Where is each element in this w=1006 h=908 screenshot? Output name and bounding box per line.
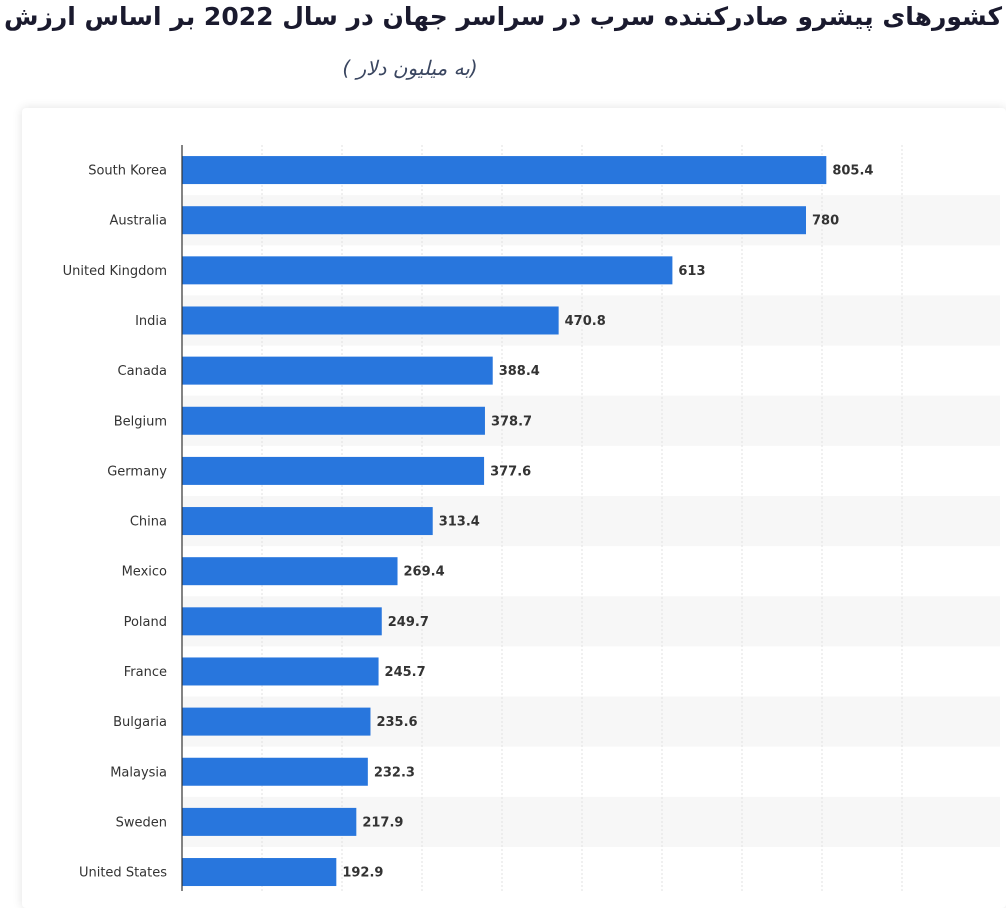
- value-label: 217.9: [362, 815, 403, 830]
- bar: [182, 206, 806, 235]
- chart-title: کشورهای پیشرو صادرکننده سرب در سراسر جها…: [3, 2, 1003, 31]
- category-label: United Kingdom: [63, 264, 167, 279]
- bar: [182, 607, 382, 636]
- value-label: 377.6: [490, 464, 531, 479]
- bar: [182, 657, 379, 686]
- bar: [182, 507, 433, 536]
- bar: [182, 858, 337, 887]
- value-label: 613: [678, 264, 705, 279]
- category-label: India: [135, 314, 167, 329]
- category-label: Mexico: [122, 565, 167, 580]
- bar: [182, 456, 485, 485]
- value-label: 313.4: [439, 515, 480, 530]
- bar: [182, 156, 827, 185]
- bar: [182, 406, 485, 435]
- category-label: Canada: [118, 364, 167, 379]
- category-label: Sweden: [116, 815, 167, 830]
- value-label: 378.7: [491, 414, 532, 429]
- bar: [182, 707, 371, 736]
- value-label: 235.6: [376, 715, 417, 730]
- value-label: 780: [812, 214, 839, 229]
- value-label: 388.4: [499, 364, 540, 379]
- bar: [182, 356, 493, 385]
- bar: [182, 557, 398, 586]
- value-label: 245.7: [385, 665, 426, 680]
- category-label: Belgium: [114, 414, 167, 429]
- value-label: 805.4: [832, 164, 873, 179]
- category-label: Bulgaria: [113, 715, 167, 730]
- category-label: South Korea: [88, 164, 167, 179]
- value-label: 249.7: [388, 615, 429, 630]
- chart-subtitle: (به میلیون دلار ): [342, 56, 478, 80]
- bar: [182, 807, 357, 836]
- category-label: China: [130, 515, 167, 530]
- category-label: Germany: [107, 464, 167, 479]
- bar: [182, 256, 673, 285]
- bar: [182, 757, 368, 786]
- category-label: Australia: [109, 214, 167, 229]
- category-label: Malaysia: [110, 765, 167, 780]
- value-label: 192.9: [342, 866, 383, 881]
- bar: [182, 306, 559, 335]
- value-label: 269.4: [404, 565, 445, 580]
- category-label: United States: [79, 866, 167, 881]
- value-label: 470.8: [565, 314, 606, 329]
- category-label: France: [124, 665, 167, 680]
- category-label: Poland: [124, 615, 167, 630]
- value-label: 232.3: [374, 765, 415, 780]
